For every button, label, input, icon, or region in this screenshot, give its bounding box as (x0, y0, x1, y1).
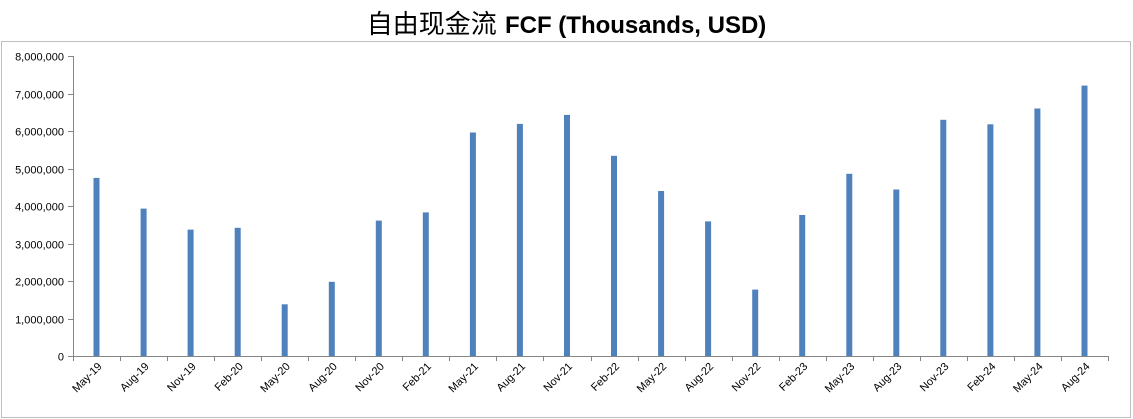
x-tick-label: Nov-19 (165, 361, 199, 395)
y-tick-label: 3,000,000 (15, 240, 64, 252)
x-tick-label: Nov-20 (353, 361, 387, 395)
bar-may-22 (658, 191, 665, 356)
bar-feb-23 (799, 215, 806, 356)
x-tick-label: Aug-23 (871, 361, 905, 395)
bar-nov-21 (564, 114, 570, 357)
x-tick-label: May-23 (823, 361, 857, 395)
x-tick-label: May-20 (258, 361, 292, 395)
x-tick-label: May-19 (70, 361, 104, 395)
bar-aug-19 (140, 208, 147, 356)
x-tick-label: Aug-21 (494, 361, 528, 395)
x-tick-label: Aug-20 (306, 361, 340, 395)
x-tick-label: Aug-19 (118, 361, 152, 395)
x-tick-label: Feb-22 (589, 361, 622, 394)
x-tick-label: Nov-22 (730, 361, 764, 395)
bar-feb-20 (234, 227, 241, 357)
bar-may-23 (846, 173, 853, 357)
x-tick-label: Feb-20 (213, 361, 246, 394)
y-tick-label: 2,000,000 (15, 277, 64, 289)
x-tick-label: May-21 (447, 361, 481, 395)
bar-may-21 (469, 132, 476, 356)
x-tick-label: May-24 (1011, 361, 1045, 395)
y-tick-label: 1,000,000 (15, 315, 64, 327)
y-tick-label: 4,000,000 (15, 202, 64, 214)
y-tick-label: 0 (58, 352, 64, 364)
bar-may-24 (1034, 108, 1041, 356)
y-tick-label: 8,000,000 (15, 52, 64, 64)
x-tick-label: Nov-21 (542, 361, 576, 395)
x-tick-label: Aug-22 (683, 361, 717, 395)
bar-feb-22 (611, 155, 617, 357)
chart-title-en: FCF (Thousands, USD) (504, 12, 767, 39)
y-tick-label: 6,000,000 (15, 127, 64, 139)
bar-feb-24 (987, 124, 994, 357)
x-axis-ticks: May-19 Aug-19 Nov-19 Feb-20 May-20 Aug-20 Nov-… (70, 356, 1109, 395)
x-tick-label: May-22 (635, 361, 669, 395)
bar-aug-23 (893, 189, 900, 356)
bar-aug-24 (1081, 85, 1088, 356)
bar-may-19 (93, 177, 100, 356)
x-tick-label: Aug-24 (1059, 361, 1093, 395)
bar-aug-22 (705, 221, 712, 356)
x-tick-label: Nov-23 (918, 361, 952, 395)
bar-may-20 (281, 304, 288, 357)
bar-feb-21 (422, 212, 429, 356)
y-tick-label: 5,000,000 (15, 165, 64, 177)
x-tick-label: Feb-24 (965, 361, 998, 394)
bar-nov-23 (940, 119, 947, 357)
bar-nov-22 (752, 289, 759, 356)
chart-frame (1, 41, 1131, 418)
y-tick-label: 7,000,000 (15, 90, 64, 102)
bar-nov-20 (375, 220, 382, 356)
bar-aug-21 (516, 123, 523, 357)
bar-nov-19 (187, 229, 194, 356)
x-tick-label: Feb-21 (401, 361, 434, 394)
bar-aug-20 (328, 281, 335, 357)
x-tick-label: Feb-23 (777, 361, 810, 394)
bar-series (93, 85, 1088, 357)
y-axis-ticks: 0 1,000,000 2,000,000 3,000,000 4,000,000 5,0… (15, 52, 73, 364)
chart-title-cn: 自由现金流 (366, 10, 497, 40)
chart-title: 自由现金流 FCF (Thousands, USD) (0, 4, 1133, 41)
